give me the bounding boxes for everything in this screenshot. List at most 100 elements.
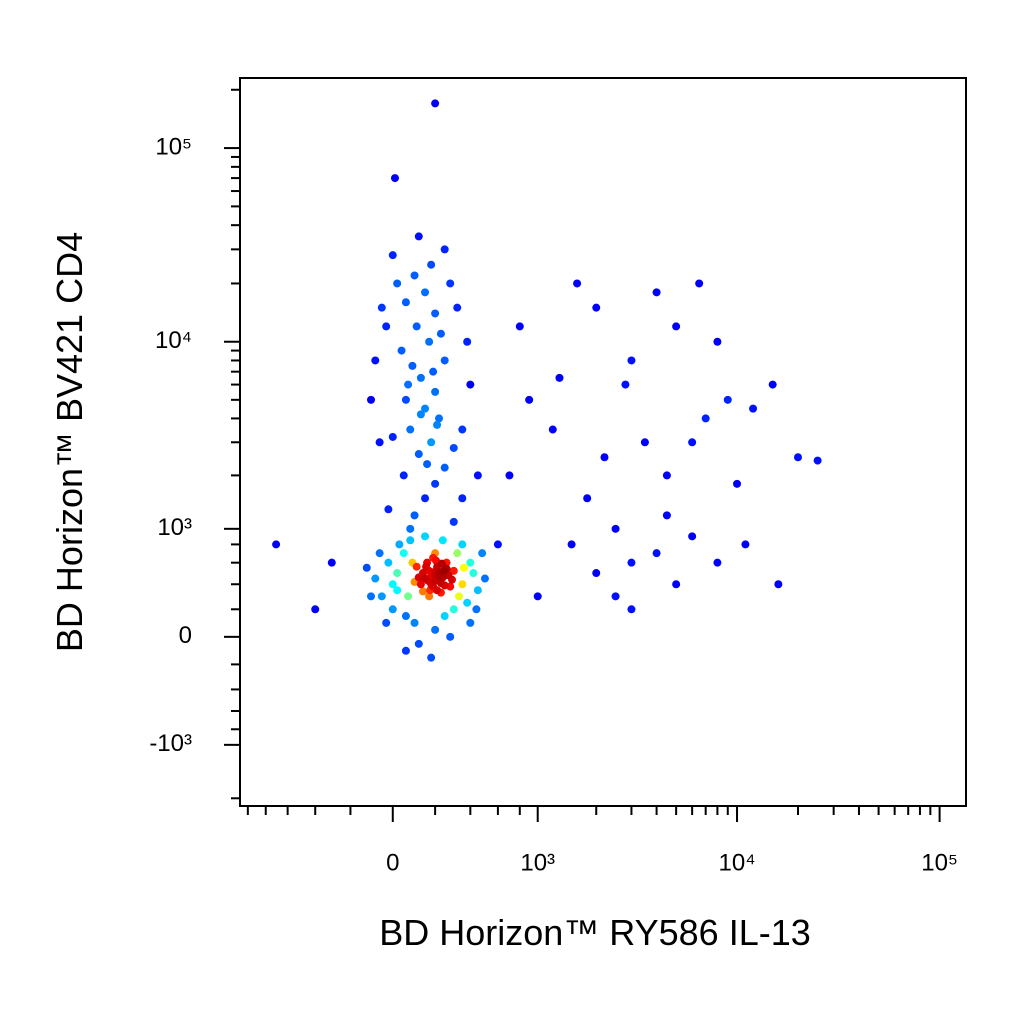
event-dot bbox=[311, 605, 320, 614]
event-dot bbox=[449, 517, 458, 526]
event-dot bbox=[436, 329, 445, 338]
x-tick-label: 10⁵ bbox=[921, 849, 958, 876]
event-dot bbox=[377, 303, 386, 312]
event-dot bbox=[384, 505, 393, 514]
y-tick-label: 0 bbox=[179, 622, 192, 649]
event-dot bbox=[425, 337, 434, 346]
event-dot bbox=[548, 425, 557, 434]
event-dot bbox=[375, 438, 384, 447]
y-axis-title: BD Horizon™ BV421 CD4 bbox=[49, 232, 90, 652]
event-dot bbox=[384, 558, 393, 567]
event-dot bbox=[366, 395, 375, 404]
event-dot bbox=[416, 580, 425, 589]
event-dot bbox=[427, 438, 436, 447]
event-dot bbox=[567, 540, 576, 549]
event-dot bbox=[583, 494, 592, 503]
event-dot bbox=[611, 524, 620, 533]
event-dot bbox=[429, 367, 438, 376]
event-dot bbox=[416, 373, 425, 382]
event-dot bbox=[573, 279, 582, 288]
event-dot bbox=[395, 540, 404, 549]
event-dot bbox=[672, 580, 681, 589]
event-dot bbox=[440, 463, 449, 472]
event-dot bbox=[446, 632, 455, 641]
event-dot bbox=[425, 592, 434, 601]
event-dot bbox=[469, 569, 478, 578]
event-dot bbox=[431, 99, 440, 108]
event-dot bbox=[382, 322, 391, 331]
event-dot bbox=[397, 346, 406, 355]
event-dot bbox=[621, 380, 630, 389]
event-dot bbox=[406, 536, 415, 545]
event-dot bbox=[421, 288, 430, 297]
event-dot bbox=[371, 356, 380, 365]
event-dot bbox=[414, 232, 423, 241]
event-dot bbox=[733, 479, 742, 488]
event-dot bbox=[427, 260, 436, 269]
event-dot bbox=[701, 414, 710, 423]
event-dot bbox=[431, 309, 440, 318]
event-dot bbox=[427, 653, 436, 662]
event-dot bbox=[493, 540, 502, 549]
event-dot bbox=[388, 432, 397, 441]
event-dot bbox=[813, 456, 822, 465]
event-dot bbox=[662, 471, 671, 480]
event-dot bbox=[421, 532, 430, 541]
event-dot bbox=[404, 592, 413, 601]
event-dot bbox=[505, 471, 514, 480]
event-dot bbox=[458, 425, 467, 434]
event-dot bbox=[435, 414, 444, 423]
event-dot bbox=[440, 612, 449, 621]
event-dot bbox=[414, 450, 423, 459]
event-dot bbox=[390, 174, 399, 183]
event-dot bbox=[793, 453, 802, 462]
event-dot bbox=[768, 380, 777, 389]
event-dot bbox=[473, 586, 482, 595]
event-dot bbox=[627, 605, 636, 614]
event-dot bbox=[672, 322, 681, 331]
event-dot bbox=[401, 395, 410, 404]
event-dot bbox=[627, 558, 636, 567]
event-dot bbox=[458, 580, 467, 589]
x-axis-title: BD Horizon™ RY586 IL-13 bbox=[379, 912, 811, 953]
event-dot bbox=[453, 549, 462, 558]
event-dot bbox=[723, 395, 732, 404]
event-dot bbox=[627, 356, 636, 365]
event-dot bbox=[371, 574, 380, 583]
event-dot bbox=[592, 303, 601, 312]
event-dot bbox=[713, 337, 722, 346]
event-dot bbox=[388, 580, 397, 589]
event-dot bbox=[366, 592, 375, 601]
event-dot bbox=[404, 380, 413, 389]
y-tick-label: -10³ bbox=[149, 730, 192, 757]
event-dot bbox=[463, 337, 472, 346]
event-dot bbox=[463, 598, 472, 607]
event-dot bbox=[478, 549, 487, 558]
x-tick-label: 0 bbox=[386, 849, 399, 876]
event-dot bbox=[406, 524, 415, 533]
event-dot bbox=[741, 540, 750, 549]
event-dot bbox=[472, 605, 481, 614]
event-dot bbox=[410, 511, 419, 520]
event-dot bbox=[437, 559, 446, 568]
event-dot bbox=[431, 479, 440, 488]
event-dot bbox=[466, 558, 475, 567]
event-dot bbox=[480, 574, 489, 583]
event-dot bbox=[454, 592, 463, 601]
event-dot bbox=[449, 605, 458, 614]
event-dot bbox=[749, 404, 758, 413]
event-dot bbox=[652, 288, 661, 297]
event-dot bbox=[555, 373, 564, 382]
event-dot bbox=[422, 562, 431, 571]
event-dot bbox=[423, 460, 432, 469]
event-dot bbox=[592, 569, 601, 578]
event-dot bbox=[438, 536, 447, 545]
event-dot bbox=[418, 587, 427, 596]
x-tick-label: 10³ bbox=[520, 849, 555, 876]
event-dot bbox=[713, 558, 722, 567]
event-dot bbox=[774, 580, 783, 589]
event-dot bbox=[388, 251, 397, 260]
event-dot bbox=[421, 494, 430, 503]
